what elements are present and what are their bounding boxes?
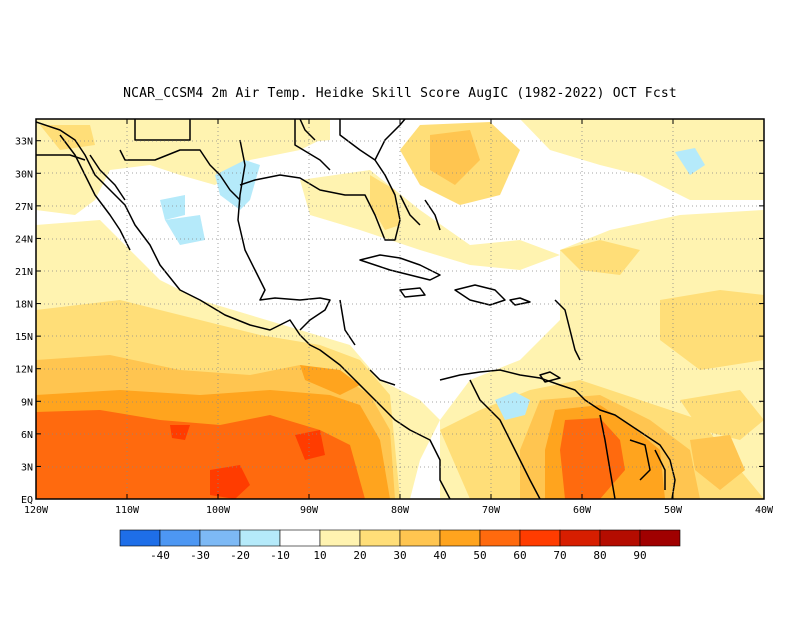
colorbar-label: 40 [433, 549, 446, 562]
lat-tick-label: 24N [15, 234, 33, 245]
map-title: NCAR_CCSM4 2m Air Temp. Heidke Skill Sco… [123, 86, 677, 101]
skill-layer-50 [36, 410, 625, 499]
lon-tick-label: 90W [300, 505, 319, 516]
lat-tick-label: 27N [15, 202, 33, 213]
lat-tick-label: 18N [15, 300, 33, 311]
colorbar-swatch [199, 529, 241, 547]
colorbar-swatch [239, 529, 281, 547]
lat-tick-label: EQ [21, 495, 33, 506]
skill-layer-60 [170, 425, 325, 499]
lon-tick-label: 80W [391, 505, 410, 516]
colorbar-swatch [279, 529, 321, 547]
lat-tick-label: 6N [21, 430, 33, 441]
colorbar-label: 20 [353, 549, 366, 562]
lat-tick-label: 9N [21, 397, 33, 408]
colorbar: -40 -30 -20 -10 10 20 30 40 50 60 70 80 90 [119, 529, 681, 562]
grid-lines [36, 119, 764, 499]
lon-tick-label: 120W [24, 505, 49, 516]
lat-tick-label: 12N [15, 365, 33, 376]
colorbar-swatch [639, 529, 681, 547]
colorbar-label: 50 [473, 549, 486, 562]
lon-tick-label: 60W [573, 505, 592, 516]
colorbar-label: 80 [593, 549, 606, 562]
map-plot-area [36, 119, 764, 499]
skill-layer-neg10 [160, 148, 705, 420]
colorbar-label: -40 [150, 549, 170, 562]
colorbar-swatch [559, 529, 601, 547]
lat-tick-label: 15N [15, 332, 33, 343]
colorbar-label: -30 [190, 549, 210, 562]
lat-tick-label: 21N [15, 267, 33, 278]
colorbar-label: -20 [230, 549, 250, 562]
lat-tick-label: 3N [21, 462, 33, 473]
colorbar-swatch [119, 529, 161, 547]
colorbar-label: -10 [270, 549, 290, 562]
axis-ticks: EQ 3N 6N 9N 12N 15N 18N 21N 24N 27N 30N 33N 120W 110W… [15, 119, 774, 516]
colorbar-label: 10 [313, 549, 326, 562]
colorbar-label: 30 [393, 549, 406, 562]
colorbar-swatch [319, 529, 361, 547]
lon-tick-label: 100W [206, 505, 231, 516]
lat-tick-label: 30N [15, 169, 33, 180]
colorbar-label: 90 [633, 549, 646, 562]
colorbar-swatch [479, 529, 521, 547]
lat-tick-label: 33N [15, 137, 33, 148]
colorbar-swatch [599, 529, 641, 547]
colorbar-label: 60 [513, 549, 526, 562]
colorbar-label: 70 [553, 549, 566, 562]
colorbar-swatch [519, 529, 561, 547]
lon-tick-label: 110W [115, 505, 140, 516]
lon-tick-label: 50W [664, 505, 683, 516]
colorbar-swatch [439, 529, 481, 547]
lon-tick-label: 40W [755, 505, 774, 516]
lon-tick-label: 70W [482, 505, 501, 516]
colorbar-swatch [359, 529, 401, 547]
colorbar-swatch [159, 529, 201, 547]
colorbar-swatch [399, 529, 441, 547]
